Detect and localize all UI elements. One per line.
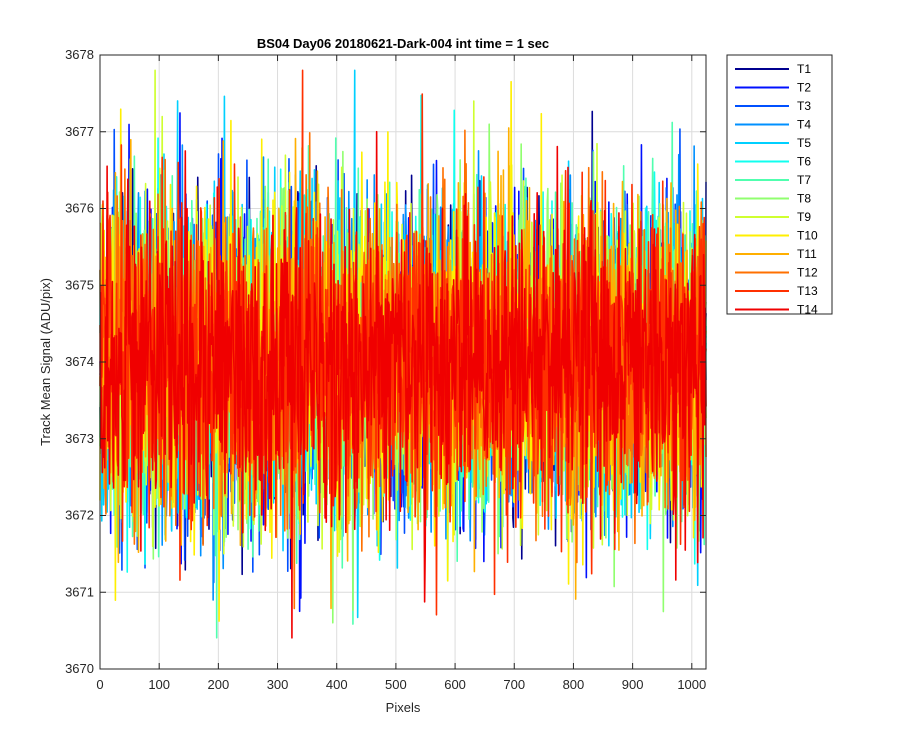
series-line-t14 — [99, 130, 707, 639]
series-group — [99, 69, 707, 639]
x-tick-label: 800 — [563, 677, 585, 692]
y-tick-label: 3676 — [65, 201, 94, 216]
legend-label-t11: T11 — [797, 247, 817, 261]
legend-label-t9: T9 — [797, 210, 811, 224]
axis-ticks: 0 100 200 300 400 500 600 700 800 900 1000 3670 3671… — [65, 47, 706, 692]
x-tick-label: 0 — [96, 677, 103, 692]
y-tick-label: 3674 — [65, 354, 94, 369]
legend-label-t10: T10 — [797, 229, 818, 243]
legend-label-t1: T1 — [797, 62, 811, 76]
y-tick-label: 3673 — [65, 431, 94, 446]
y-axis-label: Track Mean Signal (ADU/pix) — [38, 278, 53, 446]
y-tick-label: 3677 — [65, 124, 94, 139]
legend-label-t5: T5 — [797, 136, 811, 150]
legend-label-t8: T8 — [797, 192, 811, 206]
y-tick-label: 3671 — [65, 584, 94, 599]
y-tick-label: 3670 — [65, 661, 94, 676]
x-tick-label: 1000 — [677, 677, 706, 692]
x-tick-label: 700 — [503, 677, 525, 692]
x-tick-label: 300 — [267, 677, 289, 692]
chart-title: BS04 Day06 20180621-Dark-004 int time = … — [257, 36, 549, 51]
y-tick-label: 3672 — [65, 508, 94, 523]
legend-label-t12: T12 — [797, 266, 818, 280]
legend-label-t4: T4 — [797, 118, 811, 132]
y-tick-label: 3675 — [65, 277, 94, 292]
legend: T1 T2 T3 T4 T5 T6 T7 T8 T9 T10 T11 T12 T13 T14 — [726, 54, 833, 317]
legend-label-t3: T3 — [797, 99, 811, 113]
x-tick-label: 500 — [385, 677, 407, 692]
x-tick-label: 400 — [326, 677, 348, 692]
y-tick-label: 3678 — [65, 47, 94, 62]
legend-label-t13: T13 — [797, 284, 818, 298]
legend-box — [726, 54, 833, 315]
x-axis-label: Pixels — [386, 700, 421, 715]
x-tick-label: 100 — [148, 677, 170, 692]
x-tick-label: 600 — [444, 677, 466, 692]
legend-label-t7: T7 — [797, 173, 811, 187]
x-tick-label: 900 — [622, 677, 644, 692]
x-tick-label: 200 — [208, 677, 230, 692]
legend-label-t2: T2 — [797, 81, 811, 95]
legend-label-t6: T6 — [797, 155, 811, 169]
legend-label-t14: T14 — [797, 303, 818, 317]
